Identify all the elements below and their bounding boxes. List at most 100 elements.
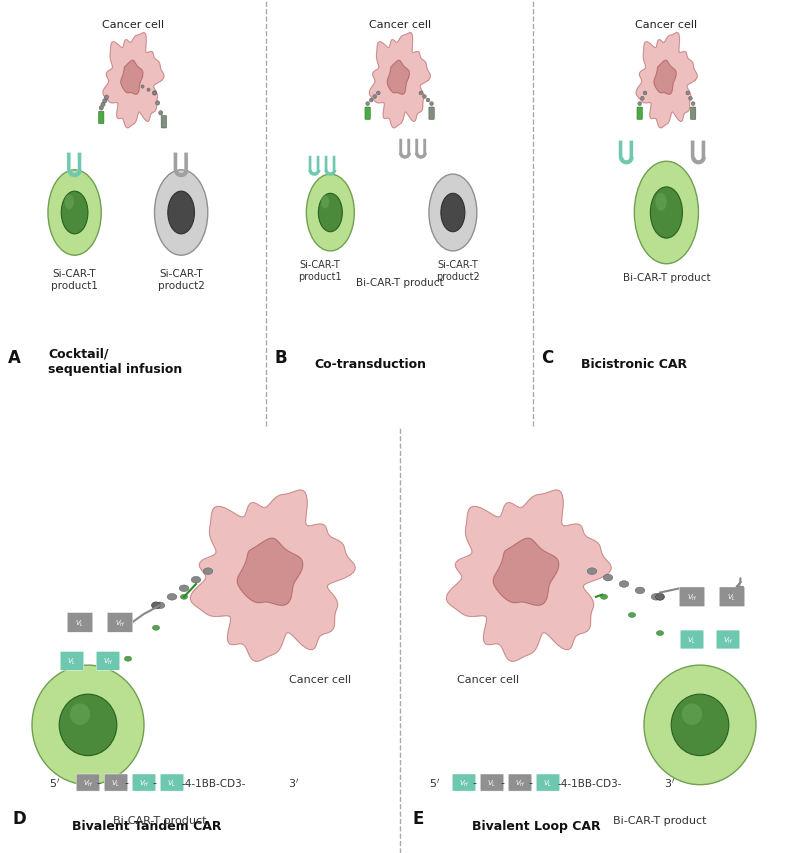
FancyBboxPatch shape xyxy=(96,652,120,670)
Circle shape xyxy=(321,196,330,209)
FancyBboxPatch shape xyxy=(399,139,402,154)
Text: $V_H$: $V_H$ xyxy=(103,656,113,666)
FancyBboxPatch shape xyxy=(161,116,166,129)
FancyBboxPatch shape xyxy=(423,139,426,154)
FancyBboxPatch shape xyxy=(184,154,188,171)
FancyBboxPatch shape xyxy=(407,139,410,154)
Circle shape xyxy=(655,194,666,212)
Polygon shape xyxy=(654,61,676,95)
FancyBboxPatch shape xyxy=(480,775,504,792)
Circle shape xyxy=(154,171,208,256)
FancyBboxPatch shape xyxy=(160,775,184,792)
Ellipse shape xyxy=(587,568,597,575)
Circle shape xyxy=(429,175,477,252)
Ellipse shape xyxy=(162,121,166,126)
FancyBboxPatch shape xyxy=(78,154,82,171)
Ellipse shape xyxy=(686,92,690,96)
Circle shape xyxy=(62,192,88,235)
FancyBboxPatch shape xyxy=(637,108,642,120)
Text: Cancer cell: Cancer cell xyxy=(102,20,164,30)
Text: -: - xyxy=(500,778,504,787)
Circle shape xyxy=(168,192,194,235)
Ellipse shape xyxy=(191,577,201,583)
Circle shape xyxy=(634,162,698,264)
Ellipse shape xyxy=(419,92,422,96)
Ellipse shape xyxy=(422,96,426,99)
Text: $V_L$: $V_L$ xyxy=(167,778,177,787)
Text: Cocktail/
sequential infusion: Cocktail/ sequential infusion xyxy=(48,347,182,375)
Ellipse shape xyxy=(635,588,645,594)
Ellipse shape xyxy=(105,96,109,101)
FancyBboxPatch shape xyxy=(325,156,328,171)
Text: $V_H$: $V_H$ xyxy=(459,778,469,787)
FancyBboxPatch shape xyxy=(76,775,100,792)
FancyBboxPatch shape xyxy=(107,612,133,633)
Text: -: - xyxy=(528,778,532,787)
FancyBboxPatch shape xyxy=(618,141,622,159)
Text: $V_L$: $V_L$ xyxy=(727,592,737,602)
Ellipse shape xyxy=(643,92,647,96)
FancyBboxPatch shape xyxy=(174,154,178,171)
FancyBboxPatch shape xyxy=(716,630,740,649)
Ellipse shape xyxy=(426,99,430,103)
FancyBboxPatch shape xyxy=(98,113,104,125)
Text: Cancer cell: Cancer cell xyxy=(369,20,430,30)
Text: Bivalent Loop CAR: Bivalent Loop CAR xyxy=(472,819,601,832)
Text: Co-transduction: Co-transduction xyxy=(314,358,426,371)
Text: Bi-CAR-T product: Bi-CAR-T product xyxy=(622,273,710,283)
Text: -: - xyxy=(152,778,156,787)
FancyBboxPatch shape xyxy=(60,652,84,670)
FancyBboxPatch shape xyxy=(690,141,694,159)
Circle shape xyxy=(32,665,144,785)
Ellipse shape xyxy=(155,102,160,106)
Ellipse shape xyxy=(430,102,434,107)
Ellipse shape xyxy=(153,92,156,96)
Circle shape xyxy=(671,694,729,756)
Polygon shape xyxy=(446,490,611,662)
Text: E: E xyxy=(412,809,423,827)
Text: $V_H$: $V_H$ xyxy=(115,618,125,628)
Ellipse shape xyxy=(619,581,629,588)
Ellipse shape xyxy=(152,602,160,609)
Text: Bi-CAR-T product: Bi-CAR-T product xyxy=(614,815,706,825)
FancyBboxPatch shape xyxy=(630,141,634,159)
Ellipse shape xyxy=(629,612,636,618)
Ellipse shape xyxy=(167,594,177,601)
Text: $V_H$: $V_H$ xyxy=(515,778,525,787)
Circle shape xyxy=(650,188,682,239)
FancyBboxPatch shape xyxy=(702,141,706,159)
Text: Bivalent Tandem CAR: Bivalent Tandem CAR xyxy=(72,819,222,832)
Ellipse shape xyxy=(373,96,377,99)
Text: Cancer cell: Cancer cell xyxy=(457,674,519,684)
Text: $5'$: $5'$ xyxy=(49,776,60,789)
Text: Si-CAR-T
product2: Si-CAR-T product2 xyxy=(436,260,480,281)
Circle shape xyxy=(59,694,117,756)
Text: $V_L$: $V_L$ xyxy=(543,778,553,787)
FancyBboxPatch shape xyxy=(104,775,128,792)
Ellipse shape xyxy=(155,602,165,609)
Text: $V_H$: $V_H$ xyxy=(687,592,697,602)
Text: Cancer cell: Cancer cell xyxy=(289,674,351,684)
Text: $V_L$: $V_L$ xyxy=(75,618,85,628)
Text: A: A xyxy=(8,349,21,367)
Text: Bicistronic CAR: Bicistronic CAR xyxy=(581,358,687,371)
Ellipse shape xyxy=(691,102,695,107)
FancyBboxPatch shape xyxy=(508,775,532,792)
Circle shape xyxy=(644,665,756,785)
Text: -4-1BB-CD3-: -4-1BB-CD3- xyxy=(558,778,622,787)
FancyBboxPatch shape xyxy=(365,108,370,120)
Text: B: B xyxy=(274,349,287,367)
Text: Cancer cell: Cancer cell xyxy=(635,20,698,30)
Ellipse shape xyxy=(370,99,373,103)
Ellipse shape xyxy=(203,568,213,575)
Ellipse shape xyxy=(656,594,665,601)
Ellipse shape xyxy=(641,97,644,102)
Text: Bi-CAR-T product: Bi-CAR-T product xyxy=(114,815,206,825)
Ellipse shape xyxy=(102,100,107,104)
Text: Si-CAR-T
product2: Si-CAR-T product2 xyxy=(158,269,205,290)
Circle shape xyxy=(441,194,465,233)
Circle shape xyxy=(306,175,354,252)
Text: Bi-CAR-T product: Bi-CAR-T product xyxy=(356,277,443,287)
Text: -: - xyxy=(472,778,476,787)
Circle shape xyxy=(682,704,702,725)
